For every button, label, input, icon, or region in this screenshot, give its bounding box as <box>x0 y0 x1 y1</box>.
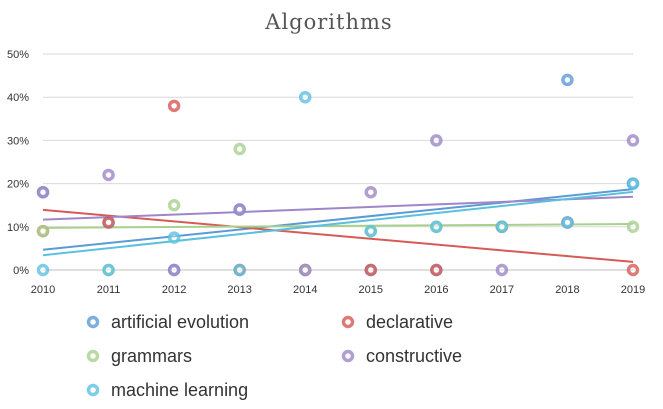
x-tick-label: 2010 <box>31 284 55 296</box>
legend-marker <box>341 349 355 363</box>
trendline-declarative <box>42 208 634 263</box>
data-point <box>233 142 246 156</box>
x-tick-label: 2015 <box>359 284 383 296</box>
trendline-machine-learning <box>42 190 634 257</box>
data-point <box>561 73 574 87</box>
data-point <box>102 216 115 229</box>
y-tick-label: 20% <box>7 179 29 191</box>
data-point <box>626 177 640 190</box>
data-point <box>102 168 115 182</box>
trendline-constructive <box>42 195 634 221</box>
data-point <box>626 220 640 234</box>
data-point <box>167 99 181 113</box>
legend-label: artificial evolution <box>111 312 249 332</box>
data-point <box>102 263 115 277</box>
data-point <box>626 134 640 147</box>
data-point <box>626 263 640 277</box>
data-point <box>233 203 246 216</box>
data-point <box>364 224 378 238</box>
data-point <box>233 263 246 277</box>
data-point <box>430 134 443 147</box>
gridlines <box>43 53 633 271</box>
data-point <box>364 185 378 199</box>
chart-title: Algorithms <box>264 10 392 34</box>
x-tick-label: 2014 <box>293 284 317 296</box>
legend-label: constructive <box>366 346 462 366</box>
trendline-grammars <box>42 223 634 229</box>
x-tick-label: 2013 <box>227 284 251 296</box>
x-axis-ticks: 2010 2011 2012 2013 2014 2015 2016 2017 2018 2019 <box>31 284 645 296</box>
legend-marker <box>341 315 355 329</box>
data-point <box>298 263 312 277</box>
data-point <box>167 263 181 277</box>
data-point <box>36 263 50 277</box>
data-point <box>36 185 50 199</box>
trendline-artificial-evolution <box>42 188 634 251</box>
data-points <box>36 73 640 277</box>
x-tick-label: 2018 <box>555 284 579 296</box>
data-point <box>430 263 443 277</box>
data-point <box>36 224 50 238</box>
x-tick-label: 2012 <box>162 284 186 296</box>
legend-label: grammars <box>111 346 192 366</box>
legend: artificial evolution declarative grammars c… <box>86 312 462 400</box>
legend-marker <box>86 315 100 329</box>
y-tick-label: 10% <box>7 222 29 234</box>
legend-marker <box>86 383 100 397</box>
legend-label: declarative <box>366 312 453 332</box>
x-tick-label: 2017 <box>490 284 514 296</box>
data-point <box>495 220 509 234</box>
trendlines <box>42 188 634 263</box>
data-point <box>364 263 378 277</box>
x-tick-label: 2011 <box>97 284 121 296</box>
data-point <box>561 216 574 229</box>
x-tick-label: 2016 <box>424 284 448 296</box>
x-tick-label: 2019 <box>621 284 645 296</box>
data-point <box>430 220 443 234</box>
y-tick-label: 40% <box>7 92 29 104</box>
y-tick-label: 50% <box>7 49 29 61</box>
data-point <box>298 90 312 104</box>
data-point <box>167 231 181 244</box>
y-axis-ticks: 0% 10% 20% 30% 40% 50% <box>7 49 29 277</box>
y-tick-label: 30% <box>7 135 29 147</box>
legend-label: machine learning <box>111 380 248 400</box>
legend-marker <box>86 349 100 363</box>
data-point <box>167 198 181 212</box>
y-tick-label: 0% <box>13 265 29 277</box>
data-point <box>495 263 509 277</box>
